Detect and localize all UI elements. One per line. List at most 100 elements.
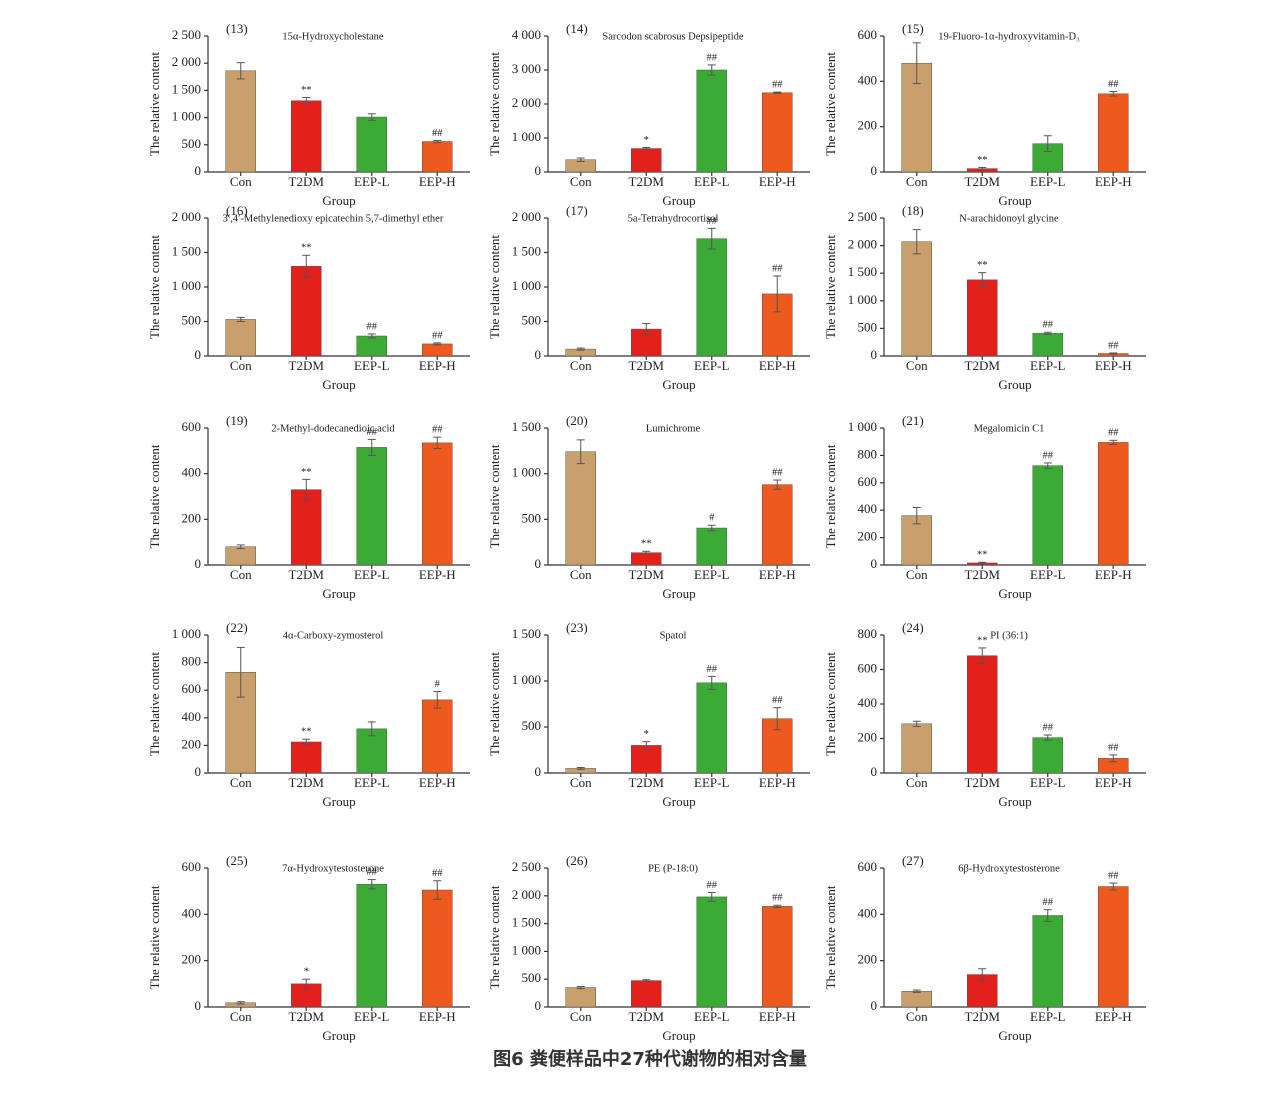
x-tick-label: EEP-H [419,358,456,373]
chart-title: 4α-Carboxy-zymosterol [283,630,384,641]
bar [901,990,932,1008]
y-axis-label: The relative content [487,652,502,756]
significance-label: ** [301,727,312,738]
x-tick-label: T2DM [965,1009,1001,1024]
y-tick-label: 600 [182,681,202,696]
x-tick-label: EEP-H [419,1009,456,1024]
significance-label: ## [367,321,378,332]
bar [356,447,387,566]
x-tick-label: T2DM [965,174,1001,189]
x-tick-label: EEP-H [1095,1009,1132,1024]
x-tick-label: Con [906,358,928,373]
y-tick-label: 1 500 [512,419,541,434]
bar [762,906,793,1008]
y-tick-label: 0 [535,347,542,362]
panel-label: (16) [226,203,248,218]
x-tick-label: EEP-H [1095,775,1132,790]
x-axis-label: Group [662,377,695,392]
x-tick-label: Con [570,775,592,790]
y-axis-label: The relative content [823,885,838,989]
y-axis-label: The relative content [823,444,838,548]
x-axis-label: Group [662,794,695,809]
x-tick-label: EEP-H [1095,567,1132,582]
bar [422,889,453,1008]
y-tick-label: 1 500 [512,915,541,930]
x-tick-label: EEP-H [419,174,456,189]
x-tick-label: Con [906,174,928,189]
bar [422,699,453,774]
bar [1032,915,1063,1008]
panel-label: (19) [226,413,248,428]
y-axis-label: The relative content [487,52,502,156]
x-axis-label: Group [322,377,355,392]
y-tick-label: 800 [182,654,202,669]
bar [356,116,387,173]
significance-label: * [304,967,309,978]
x-axis-label: Group [322,1028,355,1043]
y-tick-label: 600 [858,859,878,874]
x-axis-label: Group [998,193,1031,208]
x-tick-label: EEP-L [694,775,729,790]
y-axis-label: The relative content [147,652,162,756]
bar [967,655,998,774]
x-tick-label: EEP-H [759,775,796,790]
chart-title: PE (P-18:0) [648,863,698,874]
panel-label: (14) [566,21,588,36]
y-tick-label: 400 [182,709,202,724]
y-tick-label: 1 000 [512,278,541,293]
y-axis-label: The relative content [823,235,838,339]
significance-label: ## [1108,870,1119,881]
x-tick-label: Con [906,1009,928,1024]
y-tick-label: 200 [858,529,878,544]
significance-label: ## [432,128,443,139]
x-tick-label: EEP-H [1095,174,1132,189]
x-axis-label: Group [662,193,695,208]
x-tick-label: EEP-L [354,1009,389,1024]
panel-label: (27) [902,853,924,868]
bar [631,980,662,1008]
significance-label: * [644,729,649,740]
chart-title: 6β-Hydroxytestosterone [958,863,1060,874]
y-axis-label: The relative content [823,652,838,756]
bar [1098,93,1129,173]
panel-label: (25) [226,853,248,868]
y-tick-label: 200 [858,952,878,967]
significance-label: * [644,135,649,146]
chart-title: N-arachidonoyl glycine [959,213,1059,224]
x-tick-label: EEP-H [759,358,796,373]
y-tick-label: 1 000 [512,672,541,687]
x-tick-label: Con [570,358,592,373]
chart-title: Sarcodon scabrosus Depsipeptide [602,31,743,42]
x-tick-label: T2DM [289,174,325,189]
y-tick-label: 0 [535,556,542,571]
y-tick-label: 200 [182,952,202,967]
x-tick-label: T2DM [965,775,1001,790]
significance-label: ## [367,867,378,878]
x-tick-label: EEP-L [1030,1009,1065,1024]
y-tick-label: 2 000 [848,237,877,252]
chart-title: 7α-Hydroxytestosterone [282,863,384,874]
x-tick-label: Con [230,358,252,373]
chart-title: 19-Fluoro-1α-hydroxyvitamin-D₃ [938,31,1080,42]
panel-label: (15) [902,21,924,36]
bar [565,451,596,566]
y-tick-label: 400 [858,695,878,710]
y-tick-label: 0 [195,998,202,1013]
y-tick-label: 0 [195,556,202,571]
y-axis-label: The relative content [147,52,162,156]
chart-title: 15α-Hydroxycholestane [282,31,383,42]
panel-label: (22) [226,620,248,635]
significance-label: ## [367,427,378,438]
bar [291,100,322,173]
significance-label: ** [301,85,312,96]
y-tick-label: 400 [858,72,878,87]
y-tick-label: 500 [858,319,878,334]
x-tick-label: EEP-L [694,358,729,373]
bar [696,238,727,357]
figure-caption: 图6 粪便样品中27种代谢物的相对含量 [493,1048,807,1070]
y-tick-label: 400 [858,501,878,516]
y-tick-label: 2 500 [512,859,541,874]
y-tick-label: 1 000 [172,626,201,641]
x-tick-label: EEP-L [1030,358,1065,373]
panel-label: (23) [566,620,588,635]
